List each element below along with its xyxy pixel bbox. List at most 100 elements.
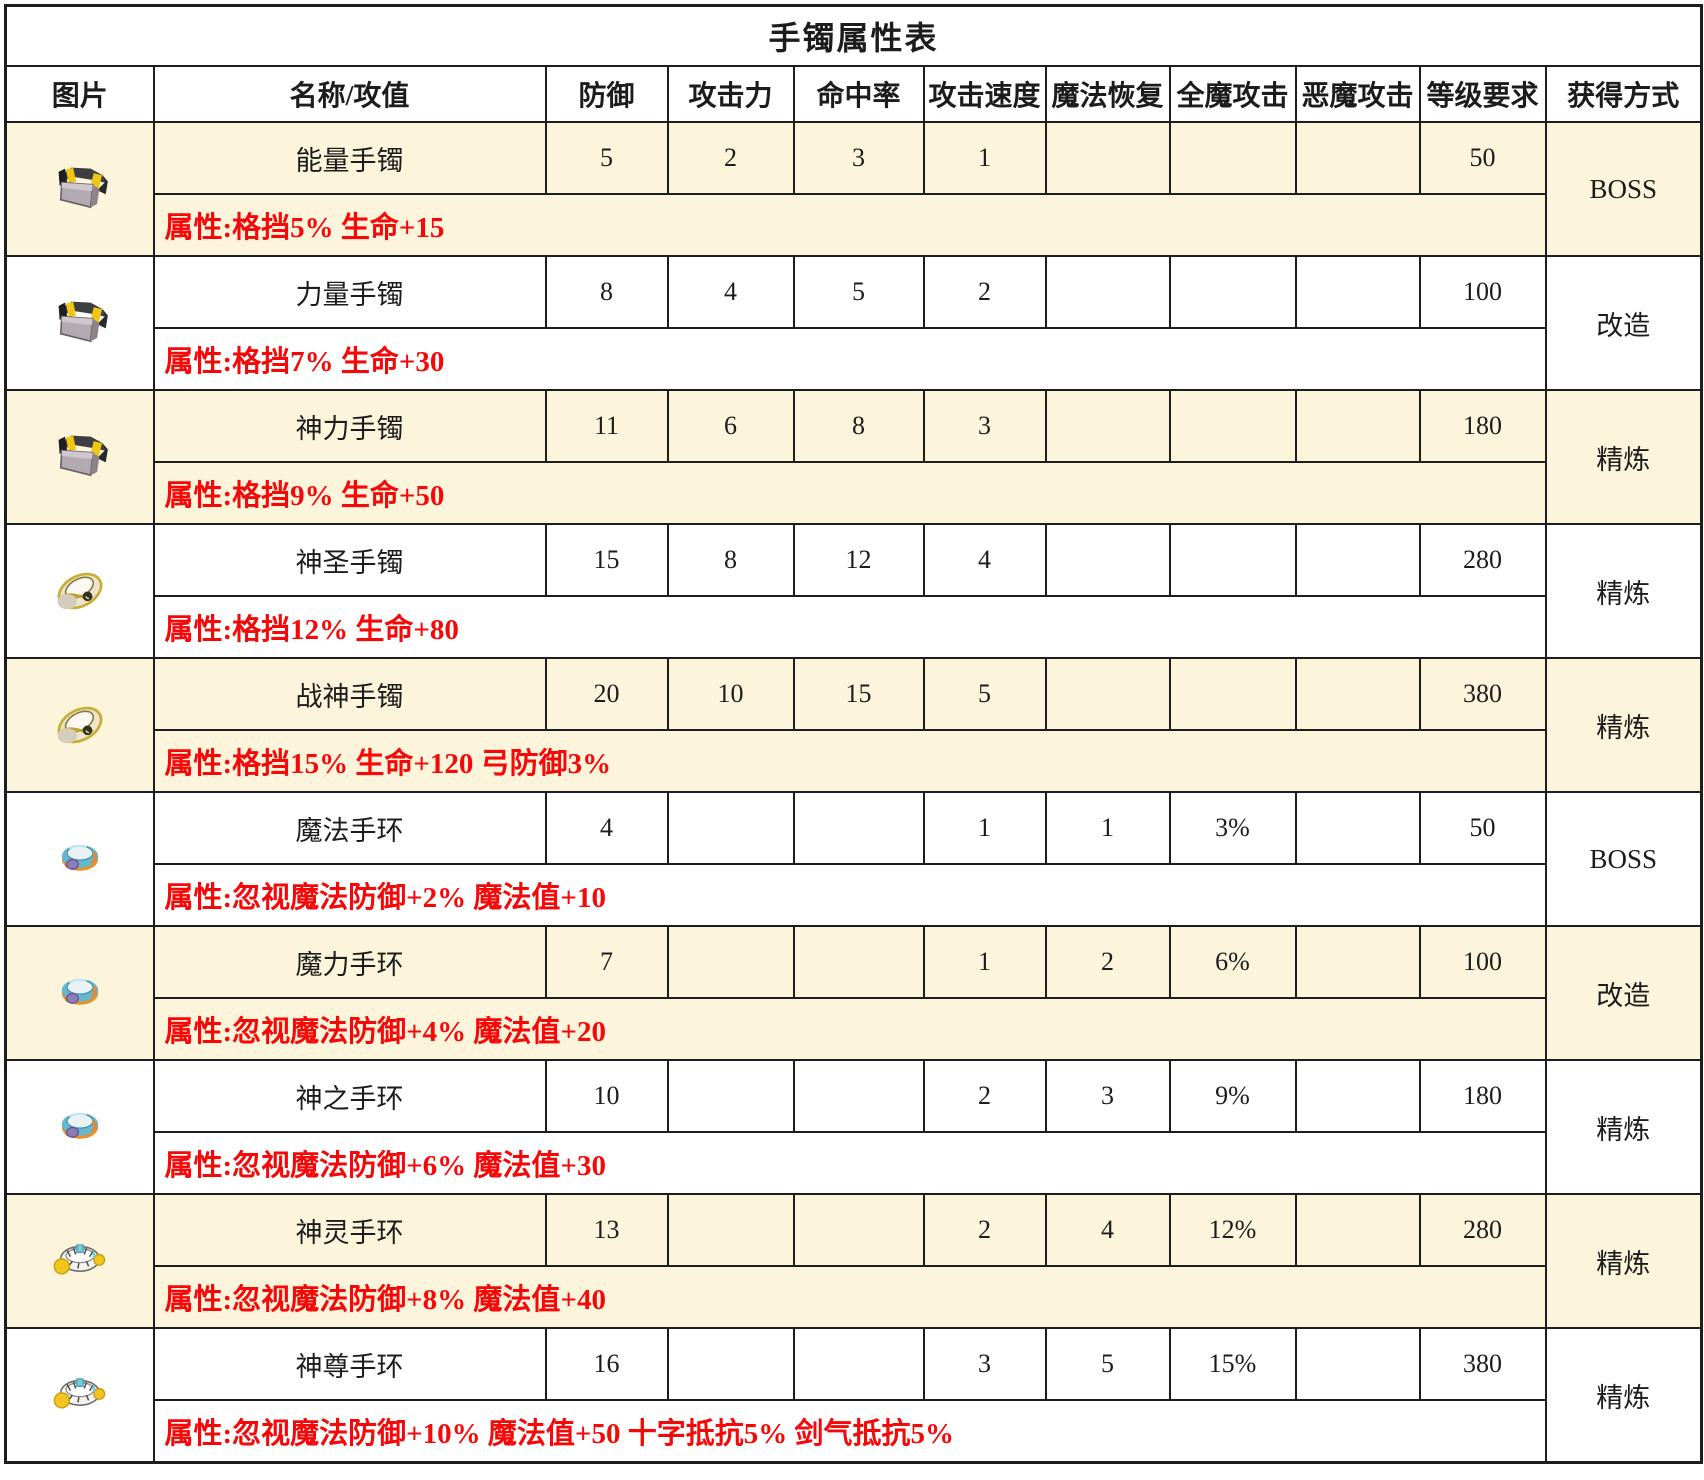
- item-attributes-row: 属性:忽视魔法防御+2% 魔法值+10: [5, 863, 1702, 927]
- stat-cell-attack-speed: 2: [922, 1059, 1047, 1133]
- stat-cell-level-req: 100: [1418, 255, 1547, 329]
- stat-cell-demon-attack: [1294, 1193, 1421, 1267]
- stat-cell-defense: 10: [544, 1059, 669, 1133]
- stat-cell-level-req: 100: [1418, 925, 1547, 999]
- stat-cell-attack: 6: [666, 389, 795, 463]
- stat-cell-magic-recovery: 5: [1044, 1327, 1171, 1401]
- item-obtain-method: 精炼: [1544, 389, 1703, 525]
- stat-cell-defense: 13: [544, 1193, 669, 1267]
- item-image-cell: [4, 255, 155, 391]
- item-name: 战神手镯: [152, 657, 547, 731]
- stat-cell-attack: 2: [666, 121, 795, 195]
- item-attributes-row: 属性:忽视魔法防御+8% 魔法值+40: [5, 1265, 1702, 1329]
- stat-cell-defense: 20: [544, 657, 669, 731]
- item-obtain-method: 精炼: [1544, 657, 1703, 793]
- stat-cell-hit-rate: [792, 1327, 925, 1401]
- teal-ring-icon: [45, 963, 115, 1023]
- item-obtain-method: 精炼: [1544, 523, 1703, 659]
- stat-cell-attack: [666, 1327, 795, 1401]
- stat-cell-level-req: 180: [1418, 389, 1547, 463]
- stat-cell-defense: 11: [544, 389, 669, 463]
- stat-cell-attack: [666, 925, 795, 999]
- item-attributes-text: 属性:忽视魔法防御+4% 魔法值+20: [152, 997, 1547, 1061]
- bracelet-icon: [45, 293, 115, 353]
- column-header-image: 图片: [4, 65, 155, 123]
- stat-cell-defense: 4: [544, 791, 669, 865]
- item-attributes-text: 属性:忽视魔法防御+10% 魔法值+50 十字抵抗5% 剑气抵抗5%: [152, 1399, 1547, 1464]
- stat-cell-hit-rate: [792, 791, 925, 865]
- column-header-demon-attack: 恶魔攻击: [1294, 65, 1421, 123]
- item-name-row: 神灵手环 13 2 4 12% 280 精炼: [4, 1193, 1703, 1329]
- stat-cell-attack-speed: 3: [922, 1327, 1047, 1401]
- column-header-defense: 防御: [544, 65, 669, 123]
- stat-cell-attack-speed: 5: [922, 657, 1047, 731]
- column-header-level-req: 等级要求: [1418, 65, 1547, 123]
- item-name-row: 神圣手镯 15 8 12 4 280 精炼: [4, 523, 1703, 659]
- stat-cell-hit-rate: 15: [792, 657, 925, 731]
- item-name: 神灵手环: [152, 1193, 547, 1267]
- item-name-row: 魔法手环 4 1 1 3% 50 BOSS: [4, 791, 1703, 927]
- stat-cell-level-req: 380: [1418, 1327, 1547, 1401]
- column-header-obtain-method: 获得方式: [1544, 65, 1703, 123]
- stat-cell-attack-speed: 2: [922, 255, 1047, 329]
- page-title: 手镯属性表: [4, 4, 1703, 67]
- item-obtain-method: BOSS: [1544, 121, 1703, 257]
- stat-cell-demon-attack: [1294, 1327, 1421, 1401]
- item-attributes-text: 属性:格挡9% 生命+50: [152, 461, 1547, 525]
- stat-cell-defense: 7: [544, 925, 669, 999]
- stat-cell-defense: 15: [544, 523, 669, 597]
- stat-cell-demon-attack: [1294, 523, 1421, 597]
- item-attributes-row: 属性:忽视魔法防御+4% 魔法值+20: [5, 997, 1702, 1061]
- stat-cell-attack: [666, 1059, 795, 1133]
- teal-ring-icon: [45, 829, 115, 889]
- column-header-name: 名称/攻值: [152, 65, 547, 123]
- item-name-row: 神之手环 10 2 3 9% 180 精炼: [4, 1059, 1703, 1195]
- item-name: 神尊手环: [152, 1327, 547, 1401]
- item-attributes-row: 属性:忽视魔法防御+6% 魔法值+30: [5, 1131, 1702, 1195]
- stat-cell-full-magic: 3%: [1168, 791, 1297, 865]
- stat-cell-attack: [666, 791, 795, 865]
- stat-cell-level-req: 50: [1418, 791, 1547, 865]
- item-attributes-text: 属性:格挡7% 生命+30: [152, 327, 1547, 391]
- item-obtain-method: 改造: [1544, 255, 1703, 391]
- item-attributes-row: 属性:格挡15% 生命+120 弓防御3%: [5, 729, 1702, 793]
- stat-cell-demon-attack: [1294, 389, 1421, 463]
- item-image-cell: [4, 523, 155, 659]
- stat-cell-attack-speed: 3: [922, 389, 1047, 463]
- item-name-row: 能量手镯 5 2 3 1 50 BOSS: [4, 121, 1703, 257]
- white-band-icon: [45, 1231, 115, 1291]
- item-name: 神之手环: [152, 1059, 547, 1133]
- item-attributes-text: 属性:格挡12% 生命+80: [152, 595, 1547, 659]
- column-header-attack-speed: 攻击速度: [922, 65, 1047, 123]
- stat-cell-level-req: 280: [1418, 1193, 1547, 1267]
- stat-cell-full-magic: [1168, 389, 1297, 463]
- bracelet-attribute-table: 手镯属性表 图片 名称/攻值 防御 攻击力 命中率 攻击速度 魔法恢复 全魔攻击…: [4, 4, 1704, 1464]
- item-image-cell: [4, 389, 155, 525]
- item-attributes-text: 属性:忽视魔法防御+6% 魔法值+30: [152, 1131, 1547, 1195]
- item-attributes-text: 属性:忽视魔法防御+2% 魔法值+10: [152, 863, 1547, 927]
- stat-cell-attack: 8: [666, 523, 795, 597]
- item-attributes-row: 属性:格挡5% 生命+15: [5, 193, 1702, 257]
- stat-cell-magic-recovery: 2: [1044, 925, 1171, 999]
- item-attributes-text: 属性:格挡15% 生命+120 弓防御3%: [152, 729, 1547, 793]
- stat-cell-full-magic: 12%: [1168, 1193, 1297, 1267]
- item-attributes-row: 属性:格挡9% 生命+50: [5, 461, 1702, 525]
- item-image-cell: [4, 791, 155, 927]
- stat-cell-level-req: 50: [1418, 121, 1547, 195]
- title-row: 手镯属性表: [4, 4, 1703, 67]
- item-attributes-row: 属性:格挡7% 生命+30: [5, 327, 1702, 391]
- stat-cell-hit-rate: [792, 925, 925, 999]
- stat-cell-magic-recovery: 4: [1044, 1193, 1171, 1267]
- item-attributes-text: 属性:忽视魔法防御+8% 魔法值+40: [152, 1265, 1547, 1329]
- item-image-cell: [4, 1327, 155, 1464]
- stat-cell-attack-speed: 1: [922, 791, 1047, 865]
- stat-cell-hit-rate: 5: [792, 255, 925, 329]
- gold-ring-icon: [45, 561, 115, 621]
- item-obtain-method: 改造: [1544, 925, 1703, 1061]
- column-header-hit-rate: 命中率: [792, 65, 925, 123]
- stat-cell-hit-rate: [792, 1193, 925, 1267]
- bracelet-icon: [45, 159, 115, 219]
- bracelet-icon: [45, 427, 115, 487]
- stat-cell-attack: 10: [666, 657, 795, 731]
- gold-ring-icon: [45, 695, 115, 755]
